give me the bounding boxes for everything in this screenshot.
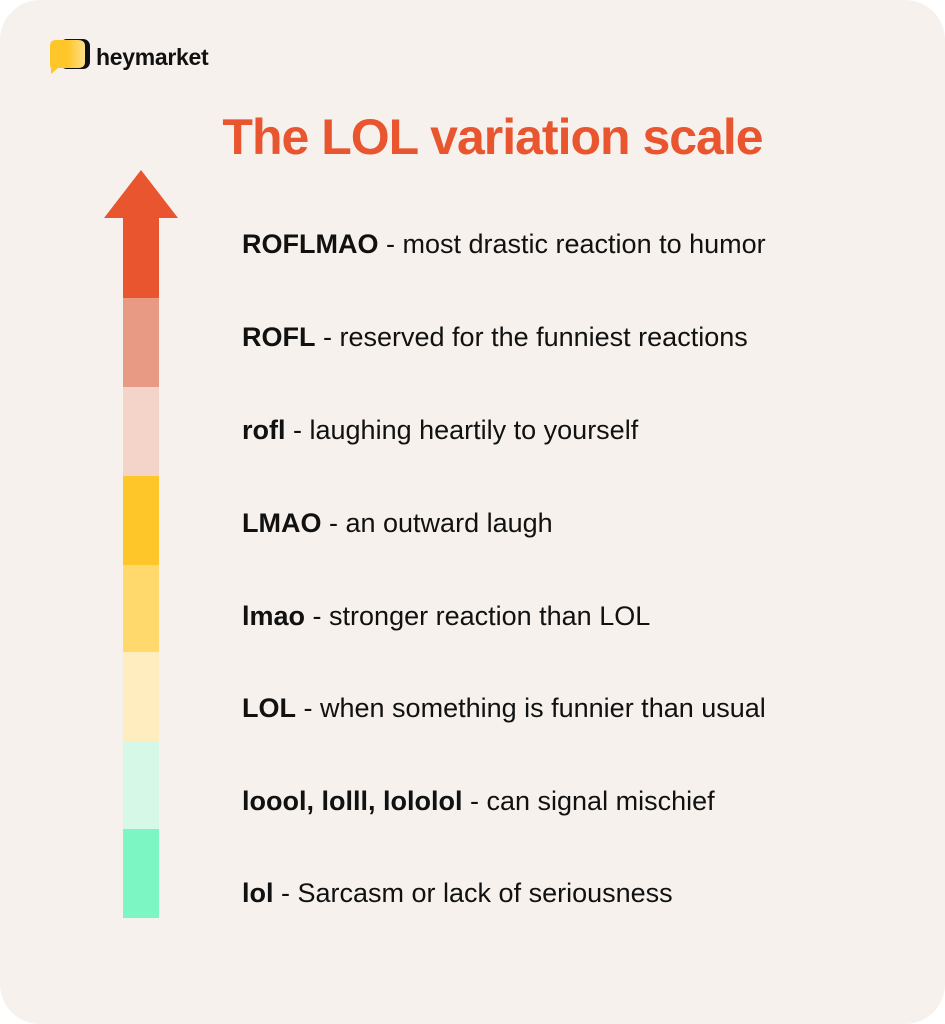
brand-name: heymarket bbox=[96, 43, 209, 70]
scale-item: ROFL - reserved for the funniest reactio… bbox=[242, 321, 748, 353]
scale-description: - reserved for the funniest reactions bbox=[323, 322, 748, 352]
scale-item: LMAO - an outward laugh bbox=[242, 507, 553, 539]
scale-item: LOL - when something is funnier than usu… bbox=[242, 692, 766, 724]
scale-term: ROFLMAO bbox=[242, 229, 379, 259]
scale-term: lol bbox=[242, 878, 274, 908]
scale-term: LOL bbox=[242, 693, 296, 723]
scale-item: ROFLMAO - most drastic reaction to humor bbox=[242, 228, 766, 260]
scale-term: ROFL bbox=[242, 322, 316, 352]
scale-segment-3 bbox=[123, 387, 159, 476]
scale-segment-6 bbox=[123, 652, 159, 741]
scale-segment-2 bbox=[123, 298, 159, 387]
scale-description: - most drastic reaction to humor bbox=[386, 229, 766, 259]
heymarket-logo: heymarket bbox=[48, 38, 209, 76]
scale-term: LMAO bbox=[242, 508, 322, 538]
scale-segment-4 bbox=[123, 476, 159, 565]
scale-segment-1 bbox=[123, 216, 159, 298]
scale-item: loool, lolll, lololol - can signal misch… bbox=[242, 785, 715, 817]
scale-description: - Sarcasm or lack of seriousness bbox=[281, 878, 673, 908]
scale-segment-5 bbox=[123, 565, 159, 652]
scale-item: rofl - laughing heartily to yourself bbox=[242, 414, 638, 446]
scale-description: - laughing heartily to yourself bbox=[293, 415, 639, 445]
scale-description: - stronger reaction than LOL bbox=[312, 601, 651, 631]
scale-description: - can signal mischief bbox=[470, 786, 715, 816]
page-title: The LOL variation scale bbox=[222, 109, 763, 165]
scale-segment-8 bbox=[123, 829, 159, 918]
arrow-head-icon bbox=[104, 170, 178, 218]
scale-term: rofl bbox=[242, 415, 286, 445]
scale-segment-7 bbox=[123, 741, 159, 829]
scale-description: - an outward laugh bbox=[329, 508, 553, 538]
scale-item: lol - Sarcasm or lack of seriousness bbox=[242, 877, 673, 909]
scale-term: loool, lolll, lololol bbox=[242, 786, 463, 816]
scale-description: - when something is funnier than usual bbox=[303, 693, 766, 723]
scale-term: lmao bbox=[242, 601, 306, 631]
scale-item: lmao - stronger reaction than LOL bbox=[242, 600, 650, 632]
chat-bubble-logo-icon bbox=[48, 38, 92, 76]
